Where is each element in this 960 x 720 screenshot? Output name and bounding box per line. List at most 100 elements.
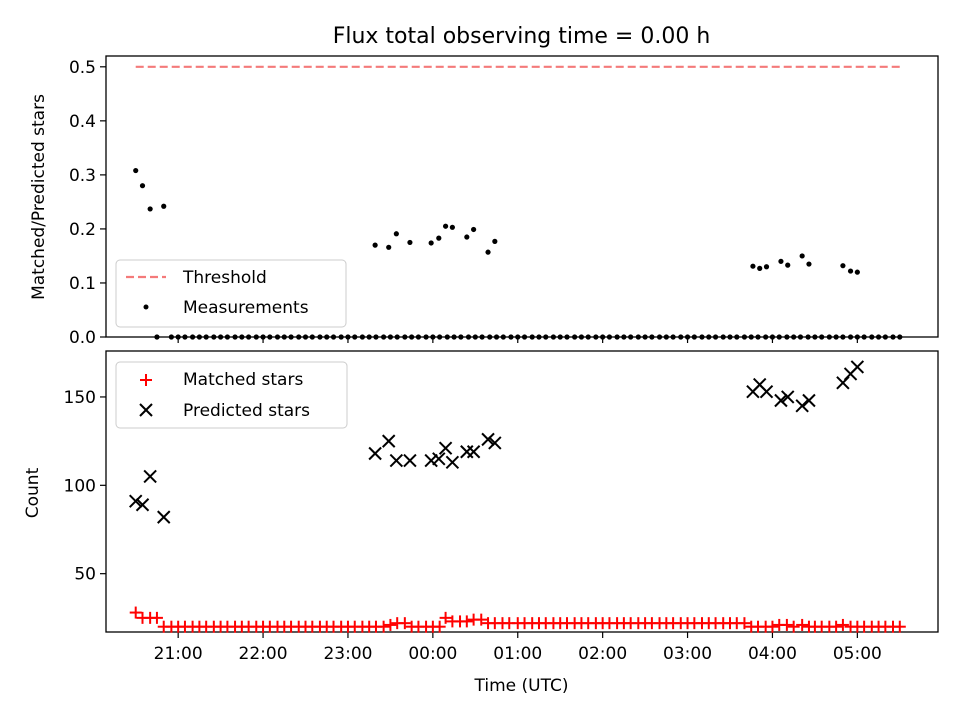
measurement-point <box>345 334 351 340</box>
measurement-point <box>449 224 455 230</box>
predicted-star-point <box>438 441 453 455</box>
measurement-point <box>543 334 549 340</box>
measurement-point <box>812 334 818 340</box>
bottom-y-tick-label: 100 <box>64 476 96 496</box>
predicted-star-point <box>759 384 774 399</box>
measurement-point <box>805 334 811 340</box>
measurement-point <box>274 334 281 340</box>
measurement-point <box>750 263 756 269</box>
chart-title: Flux total observing time = 0.00 h <box>333 24 711 49</box>
matched-star-point <box>893 620 906 633</box>
matched-star-point <box>836 618 849 631</box>
measurement-point <box>635 334 641 340</box>
measurement-point <box>564 334 570 340</box>
bottom-panel: 50 100 150 21:00 22:00 23:00 00:00 01:00 02:00 0… <box>64 350 939 664</box>
measurement-point <box>330 334 337 340</box>
measurement-point <box>423 334 429 340</box>
matched-star-point <box>738 617 751 630</box>
measurement-point <box>572 334 578 340</box>
bottom-plot-frame <box>105 350 939 633</box>
measurement-point <box>706 334 712 340</box>
measurement-point <box>508 334 514 340</box>
predicted-star-point <box>466 445 481 459</box>
bottom-x-ticks: 21:00 22:00 23:00 00:00 01:00 02:00 03:00 04:00… <box>154 632 882 664</box>
measurement-point <box>614 334 620 340</box>
x-tick-label: 03:00 <box>663 644 712 664</box>
measurement-point <box>372 242 378 248</box>
measurement-point <box>373 334 379 340</box>
bottom-legend: Matched stars Predicted stars <box>115 361 348 429</box>
top-y-tick-label: 0.2 <box>69 220 96 240</box>
measurement-point <box>785 262 791 268</box>
measurement-point <box>797 334 804 340</box>
x-tick-label: 21:00 <box>154 644 203 664</box>
measurement-point <box>139 183 146 189</box>
measurement-point <box>309 334 315 340</box>
measurement-point <box>324 334 330 340</box>
measurement-point <box>550 334 557 340</box>
measurement-point <box>593 334 599 340</box>
measurement-point <box>218 334 224 340</box>
measurement-point <box>691 334 697 340</box>
measurement-point <box>464 234 470 240</box>
x-tick-label: 00:00 <box>408 644 457 664</box>
measurement-point <box>154 334 160 340</box>
measurement-point <box>670 334 676 340</box>
measurement-point <box>557 334 563 340</box>
legend-predicted-swatch <box>139 403 153 417</box>
x-tick-label: 02:00 <box>578 644 627 664</box>
measurement-point <box>317 334 323 340</box>
measurement-point <box>847 334 854 340</box>
x-tick-label: 04:00 <box>748 644 797 664</box>
measurement-point <box>806 261 812 267</box>
matched-star-point <box>766 620 779 633</box>
measurement-point <box>642 334 648 340</box>
top-y-tick-label: 0.3 <box>69 166 96 186</box>
measurement-point <box>847 268 854 274</box>
measurement-point <box>472 334 478 340</box>
predicted-star-point <box>445 455 460 470</box>
measurement-point <box>826 334 832 340</box>
measurement-point <box>386 244 392 250</box>
x-tick-label: 01:00 <box>493 644 542 664</box>
measurement-point <box>168 334 174 340</box>
measurement-point <box>211 334 217 340</box>
measurement-point <box>897 334 903 340</box>
matched-star-point <box>150 611 163 624</box>
measurement-point <box>720 334 726 340</box>
measurement-point <box>493 334 500 340</box>
matched-star-point <box>129 606 142 619</box>
measurement-point <box>281 334 287 340</box>
predicted-star-point <box>774 393 788 408</box>
measurement-point <box>521 334 528 340</box>
measurement-point <box>479 334 485 340</box>
measurement-point <box>393 231 399 237</box>
measurement-point <box>407 239 413 246</box>
legend-matched-label: Matched stars <box>183 370 303 390</box>
measurement-point <box>678 334 684 340</box>
measurement-point <box>267 334 273 340</box>
measurement-point <box>656 334 663 340</box>
measurement-point <box>147 206 153 212</box>
matched-star-point <box>439 611 452 624</box>
bottom-legend-box <box>115 361 348 429</box>
measurement-point <box>819 334 825 340</box>
measurement-point <box>875 334 882 340</box>
x-tick-label: 05:00 <box>833 644 882 664</box>
top-legend: Threshold Measurements <box>115 259 347 328</box>
measurement-point <box>769 334 776 340</box>
predicted-star-point <box>850 360 865 374</box>
legend-matched-swatch <box>140 374 152 386</box>
measurement-point <box>492 238 498 244</box>
measurement-point <box>784 334 790 340</box>
measurement-point <box>585 334 591 340</box>
measurement-point <box>840 334 846 340</box>
measurement-point <box>500 334 506 340</box>
predicted-star-point <box>157 510 171 524</box>
measurement-point <box>621 334 627 340</box>
measurement-point <box>239 334 245 340</box>
measurement-point <box>515 334 521 340</box>
measurement-point <box>699 334 705 340</box>
measurement-point <box>606 334 613 340</box>
matched-star-point <box>433 620 446 633</box>
